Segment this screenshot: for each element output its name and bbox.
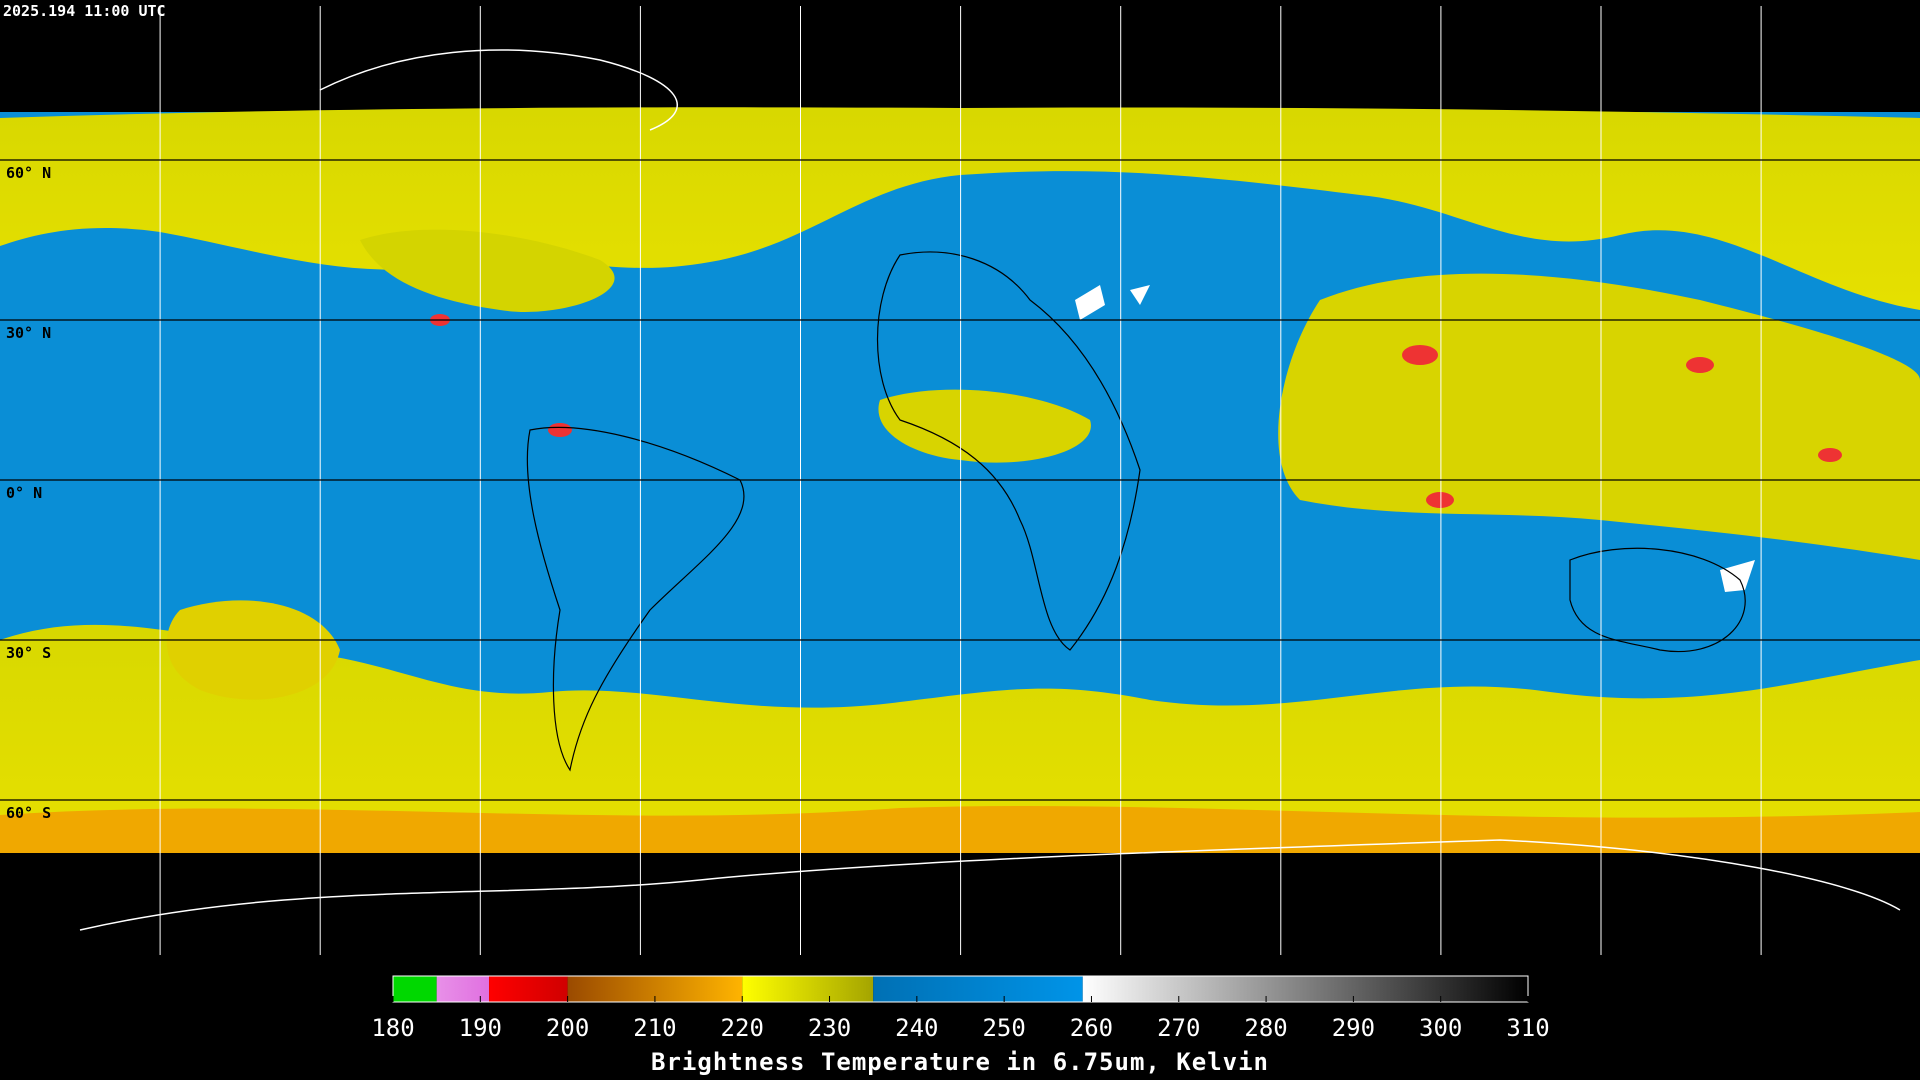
- colorbar-tick-label: 230: [808, 1014, 851, 1042]
- timestamp: 2025.194 11:00 UTC: [3, 2, 166, 20]
- colorbar-tick-label: 290: [1332, 1014, 1375, 1042]
- warm-spots: [1075, 285, 1755, 592]
- cell: [1402, 345, 1438, 365]
- latitude-label: 60° N: [6, 164, 51, 182]
- colorbar-tick-label: 300: [1419, 1014, 1462, 1042]
- colorbar-tick-label: 220: [721, 1014, 764, 1042]
- colorbar-tick-label: 200: [546, 1014, 589, 1042]
- colorbar-segment: [489, 976, 568, 1002]
- colorbar-tick-label: 250: [982, 1014, 1025, 1042]
- colorbar-tick-label: 190: [459, 1014, 502, 1042]
- colorbar-tick-label: 280: [1244, 1014, 1287, 1042]
- cell: [1426, 492, 1454, 508]
- colorbar: 180 190 200 210 220 230 240 250 260 270 280 290 300 3…: [371, 975, 1550, 1042]
- coastline: [876, 251, 1141, 651]
- colorbar-tick-label: 240: [895, 1014, 938, 1042]
- colorbar-tick-label: 270: [1157, 1014, 1200, 1042]
- colorbar-tick-label: 260: [1070, 1014, 1113, 1042]
- latitude-label: 30° S: [6, 644, 51, 662]
- latitude-label: 0° N: [6, 484, 42, 502]
- spot: [1720, 560, 1755, 592]
- cloud-band: [878, 389, 1091, 463]
- colorbar-tick-label: 310: [1506, 1014, 1549, 1042]
- latitude-label: 60° S: [6, 804, 51, 822]
- colorbar-tick-label: 210: [633, 1014, 676, 1042]
- colorbar-segment: [742, 976, 874, 1002]
- colorbar-segment: [1082, 976, 1528, 1002]
- colorbar-tick-label: 180: [371, 1014, 414, 1042]
- latitude-labels: 60° N 30° N 0° N 30° S 60° S: [6, 164, 51, 822]
- polar-coastlines: [79, 49, 1901, 931]
- convective-cells: [430, 314, 1842, 508]
- spot: [1075, 285, 1105, 320]
- cloud-band: [1278, 273, 1920, 560]
- colorbar-segment: [873, 976, 1083, 1002]
- spot: [1130, 285, 1150, 305]
- cloud-band: [166, 600, 340, 700]
- colorbar-segment: [393, 976, 437, 1002]
- coastline: [79, 839, 1901, 931]
- coastline: [319, 49, 678, 131]
- colorbar-frame: [392, 975, 1529, 1003]
- coastline: [526, 426, 745, 772]
- colorbar-title: Brightness Temperature in 6.75um, Kelvin: [651, 1048, 1269, 1076]
- graticule: [0, 6, 1920, 955]
- satellite-imagery: [0, 49, 1920, 931]
- cloud-band: [360, 229, 615, 312]
- cell: [1818, 448, 1842, 462]
- latitude-label: 30° N: [6, 324, 51, 342]
- colorbar-segment: [436, 976, 490, 1002]
- cell: [548, 423, 572, 437]
- cell: [1686, 357, 1714, 373]
